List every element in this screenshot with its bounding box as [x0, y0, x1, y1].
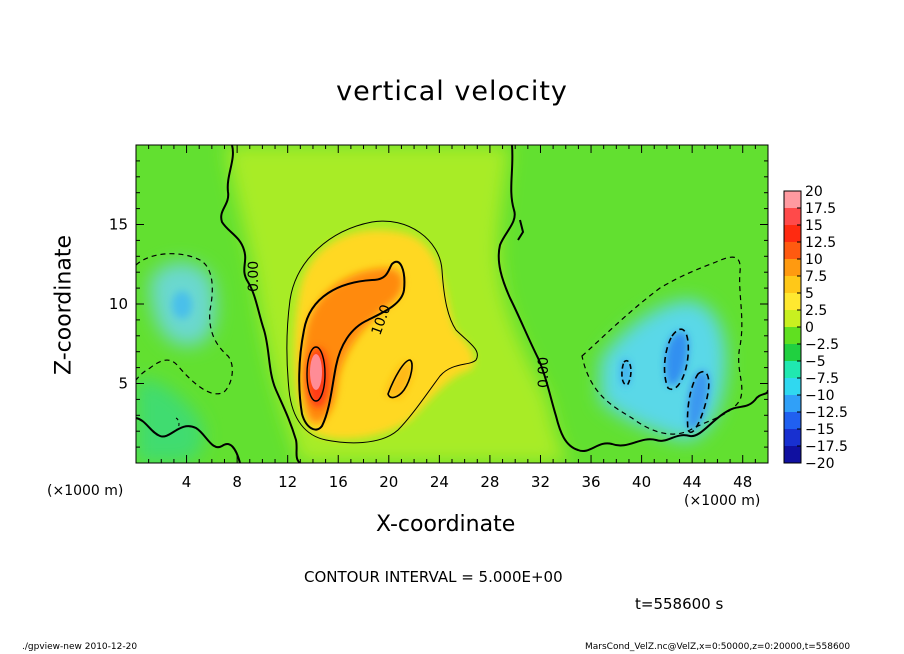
contour-label-0-right: 0.00 [536, 357, 552, 388]
zero-contour-bottom-left [136, 417, 241, 463]
velocity-field [136, 145, 768, 463]
x-tick-label: 32 [531, 473, 550, 491]
contour-neg-core-3 [621, 359, 632, 386]
colorbar-label: 15 [805, 218, 823, 234]
x-axis: 4 8 12 16 20 24 28 32 36 40 44 48 [148, 145, 756, 491]
y-tick-label: 5 [118, 375, 128, 393]
x-tick-label: 24 [430, 473, 449, 491]
y-axis: 5 10 15 [109, 160, 768, 448]
colorbar-label: −2.5 [805, 337, 839, 353]
zero-contour-small [517, 219, 525, 241]
contour-interval-text: CONTOUR INTERVAL = 5.000E+00 [304, 568, 563, 586]
colorbar-label: 0 [805, 320, 814, 336]
colorbar-swatch [784, 395, 801, 413]
colorbar-swatch [784, 276, 801, 294]
updraft-core [310, 354, 322, 390]
colorbar: 2017.51512.5107.552.50−2.5−5−7.5−10−12.5… [783, 184, 848, 472]
contour-15 [306, 346, 326, 402]
colorbar-label: −10 [805, 388, 835, 404]
bottom-left-teal [136, 379, 204, 463]
colorbar-swatch [784, 225, 801, 243]
contour-neg-core [663, 328, 690, 391]
colorbar-label: −17.5 [805, 439, 848, 455]
x-tick-label: 40 [632, 473, 651, 491]
zero-contour-right [497, 145, 768, 453]
y-tick-label: 10 [109, 295, 128, 313]
colorbar-label: 12.5 [805, 235, 836, 251]
colorbar-swatch [784, 412, 801, 430]
colorbar-label: 2.5 [805, 303, 827, 319]
downdraft-left-core [172, 291, 192, 319]
colorbar-swatch [784, 259, 801, 277]
colorbar-label: −15 [805, 422, 835, 438]
zero-contour-left [220, 145, 301, 463]
colorbar-label: −20 [805, 456, 835, 472]
colorbar-swatch [784, 344, 801, 362]
colorbar-swatch [784, 378, 801, 396]
contour-5 [286, 220, 478, 444]
contour-neg-left [136, 253, 233, 395]
x-unit-label-right: (×1000 m) [684, 493, 761, 509]
y-axis-label: Z-coordinate [51, 235, 77, 375]
contour-neg-right [581, 256, 743, 435]
colorbar-label: −7.5 [805, 371, 839, 387]
x-unit-label-left: (×1000 m) [47, 483, 124, 499]
contour-label-0-left: 0.00 [246, 261, 262, 292]
colorbar-swatch [784, 191, 801, 209]
colorbar-swatch [784, 429, 801, 447]
x-tick-label: 20 [379, 473, 398, 491]
colorbar-swatch [784, 446, 801, 464]
contour-neg-core-2 [686, 371, 710, 433]
colorbar-label: 17.5 [805, 201, 836, 217]
x-tick-label: 16 [329, 473, 348, 491]
colorbar-swatch [784, 293, 801, 311]
chart-title: vertical velocity [336, 76, 568, 107]
x-axis-label: X-coordinate [376, 512, 516, 537]
colorbar-swatch [784, 327, 801, 345]
contour-10 [298, 260, 406, 431]
colorbar-label: −5 [805, 354, 826, 370]
y-tick-label: 15 [109, 216, 128, 234]
downdraft-core [665, 331, 689, 386]
contour-10-lobe [387, 359, 413, 399]
x-tick-label: 36 [581, 473, 600, 491]
x-tick-label: 48 [733, 473, 752, 491]
colorbar-label: 5 [805, 286, 814, 302]
contour-lines [136, 145, 768, 463]
colorbar-label: 7.5 [805, 269, 827, 285]
x-tick-label: 44 [683, 473, 702, 491]
colorbar-swatch [784, 361, 801, 379]
updraft-yellow [294, 230, 475, 439]
footer-right: MarsCond_VelZ.nc@VelZ,x=0:50000,z=0:2000… [585, 642, 851, 652]
x-tick-label: 8 [232, 473, 242, 491]
colorbar-label: 10 [805, 252, 823, 268]
x-tick-label: 4 [182, 473, 192, 491]
colorbar-swatch [784, 208, 801, 226]
x-tick-label: 28 [480, 473, 499, 491]
colorbar-swatch [784, 310, 801, 328]
contour-neg-small [175, 417, 180, 431]
footer-left: ./gpview-new 2010-12-20 [22, 642, 138, 652]
colorbar-label: 20 [805, 184, 823, 200]
colorbar-swatch [784, 242, 801, 260]
time-label: t=558600 s [635, 595, 724, 613]
x-tick-label: 12 [278, 473, 297, 491]
colorbar-label: −12.5 [805, 405, 848, 421]
